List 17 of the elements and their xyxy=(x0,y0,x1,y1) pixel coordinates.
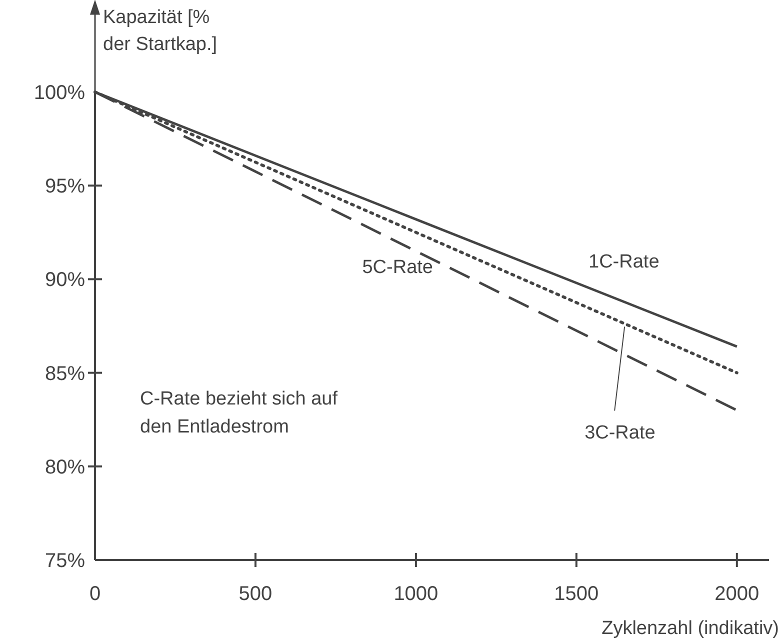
series-label: 5C-Rate xyxy=(362,256,433,278)
y-axis-title: Kapazität [% der Startkap.] xyxy=(103,7,218,55)
series-label: 1C-Rate xyxy=(588,252,660,273)
x-tick-label: 1000 xyxy=(394,583,438,605)
x-tick-label: 2000 xyxy=(714,583,760,605)
y-tick-label: 85% xyxy=(44,362,86,385)
y-tick-label: 100% xyxy=(34,82,86,104)
y-tick-label: 90% xyxy=(44,269,86,292)
y-tick-label: 75% xyxy=(44,550,86,572)
y-tick-label: 95% xyxy=(44,176,86,198)
text: 3C-Rate xyxy=(584,422,656,444)
y-tick-label: 80% xyxy=(44,456,86,478)
annotation: C-Rate bezieht sich auf den Entladestrom xyxy=(140,388,338,438)
x-tick-label: 0 xyxy=(89,583,101,605)
x-tick-label: 1500 xyxy=(554,583,599,605)
x-axis-title: Zyklenzahl (indikativ) xyxy=(602,618,779,639)
x-tick-label: 500 xyxy=(238,583,272,605)
